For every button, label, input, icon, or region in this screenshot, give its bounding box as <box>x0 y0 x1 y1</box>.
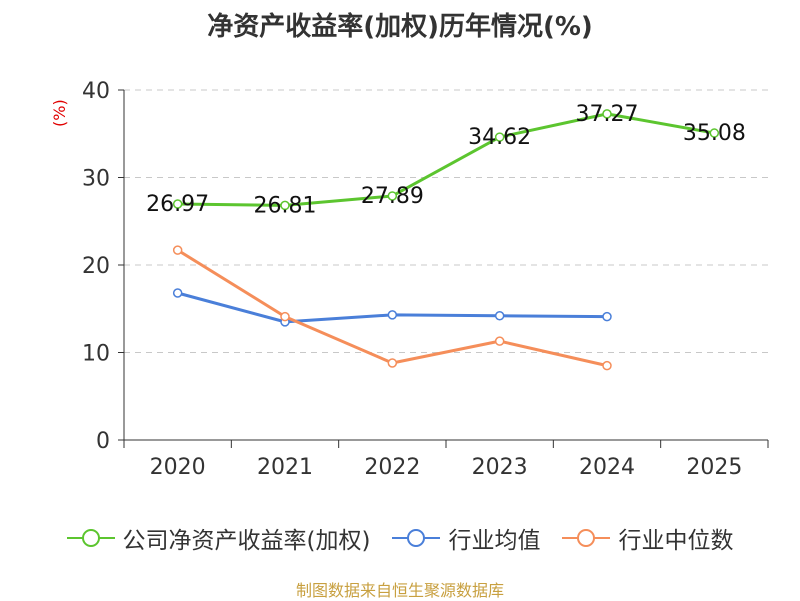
legend-item-industry-median[interactable]: 行业中位数 <box>562 521 733 555</box>
data-label-2021: 26.81 <box>254 193 317 218</box>
data-label-2020: 26.97 <box>146 192 209 217</box>
series-0-point-2024 <box>602 109 612 119</box>
y-tick-label-40: 40 <box>82 79 110 104</box>
x-tick-label-2024: 2024 <box>579 455 635 480</box>
chart-title: 净资产收益率(加权)历年情况(%) <box>207 12 593 42</box>
series-0-point-2021 <box>280 200 290 211</box>
series-1-point-2022 <box>387 310 398 320</box>
data-label-2023: 34.62 <box>468 125 531 150</box>
series-0-point-2022 <box>387 191 398 201</box>
legend: 公司净资产收益率(加权) 行业均值 行业中位数 <box>0 518 800 558</box>
y-tick-label-30: 30 <box>82 167 110 192</box>
series-1-point-2023 <box>494 311 505 321</box>
legend-label-industry-mean: 行业均值 <box>448 528 541 554</box>
y-tick-label-20: 20 <box>82 254 110 279</box>
legend-label-company-roe: 公司净资产收益率(加权) <box>122 528 371 554</box>
x-tick-label-2022: 2022 <box>364 455 420 480</box>
series-line-0 <box>177 112 715 207</box>
legend-marker-company-roe <box>66 529 115 547</box>
data-label-2022: 27.89 <box>361 184 424 209</box>
legend-marker-industry-median <box>562 529 611 547</box>
series-2-point-2021 <box>280 311 290 322</box>
data-label-2024: 37.27 <box>576 102 639 127</box>
y-tick-label-10: 10 <box>82 342 110 367</box>
series-2-point-2024 <box>602 360 612 371</box>
series-0-point-2023 <box>494 132 505 142</box>
series-2-point-2020 <box>172 245 183 255</box>
data-label-2025: 35.08 <box>683 121 746 146</box>
y-tick-label-0: 0 <box>96 429 110 454</box>
series-0-point-2025 <box>709 128 720 138</box>
x-tick-label-2023: 2023 <box>472 455 528 480</box>
legend-label-industry-median: 行业中位数 <box>618 528 734 554</box>
series-line-2 <box>176 248 608 368</box>
data-source-note: 制图数据来自恒生聚源数据库 <box>295 581 504 600</box>
series-2-point-2022 <box>387 358 398 368</box>
legend-item-company-roe[interactable]: 公司净资产收益率(加权) <box>66 521 371 555</box>
x-tick-label-2020: 2020 <box>150 455 206 480</box>
legend-marker-industry-mean <box>392 529 441 547</box>
x-tick-label-2021: 2021 <box>257 455 313 480</box>
series-2-point-2023 <box>494 336 505 346</box>
series-0-point-2020 <box>172 199 183 209</box>
legend-item-industry-mean[interactable]: 行业均值 <box>392 521 540 555</box>
x-tick-label-2025: 2025 <box>686 455 742 480</box>
series-1-point-2024 <box>602 311 612 322</box>
series-1-point-2020 <box>172 288 183 298</box>
